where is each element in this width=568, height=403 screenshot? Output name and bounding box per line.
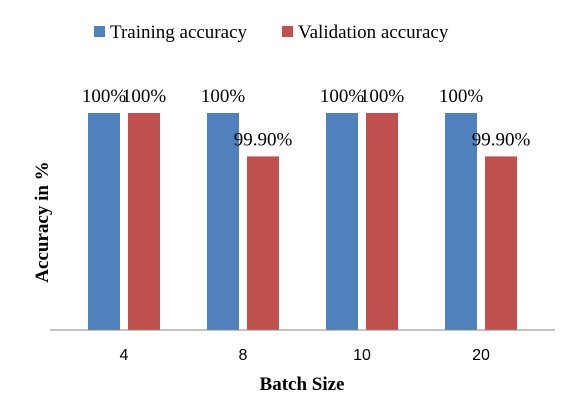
bar-training-4 bbox=[88, 113, 120, 330]
data-label-training-20: 100% bbox=[439, 86, 484, 107]
data-label-training-8: 100% bbox=[201, 86, 246, 107]
x-tick-label-10: 10 bbox=[353, 347, 371, 364]
x-axis-title: Batch Size bbox=[260, 374, 345, 395]
chart-legend: Training accuracy Validation accuracy bbox=[94, 22, 449, 43]
data-label-validation-10: 100% bbox=[360, 86, 405, 107]
legend-swatch-training bbox=[94, 26, 105, 37]
bar-validation-10 bbox=[366, 113, 398, 330]
legend-swatch-validation bbox=[282, 26, 293, 37]
bar-group bbox=[88, 113, 517, 330]
bar-validation-8 bbox=[247, 156, 279, 330]
legend-label-validation: Validation accuracy bbox=[298, 22, 449, 43]
x-tick-label-20: 20 bbox=[472, 347, 490, 364]
bar-validation-20 bbox=[485, 156, 517, 330]
bar-validation-4 bbox=[128, 113, 160, 330]
legend-label-training: Training accuracy bbox=[110, 22, 247, 43]
bar-training-10 bbox=[326, 113, 358, 330]
data-label-validation-20: 99.90% bbox=[472, 129, 531, 150]
data-label-validation-4: 100% bbox=[122, 86, 167, 107]
x-tick-label-4: 4 bbox=[120, 347, 129, 364]
bar-training-8 bbox=[207, 113, 239, 330]
data-label-training-4: 100% bbox=[82, 86, 127, 107]
bar-training-20 bbox=[445, 113, 477, 330]
x-tick-label-group: 4 8 10 20 bbox=[120, 347, 490, 364]
data-label-validation-8: 99.90% bbox=[234, 129, 293, 150]
x-tick-label-8: 8 bbox=[239, 347, 248, 364]
data-label-group: 100%100% 100%99.90%100%100% 100%99.90% bbox=[82, 86, 531, 150]
data-label-training-10: 100% bbox=[320, 86, 365, 107]
y-axis-title: Accuracy in % bbox=[32, 161, 53, 282]
